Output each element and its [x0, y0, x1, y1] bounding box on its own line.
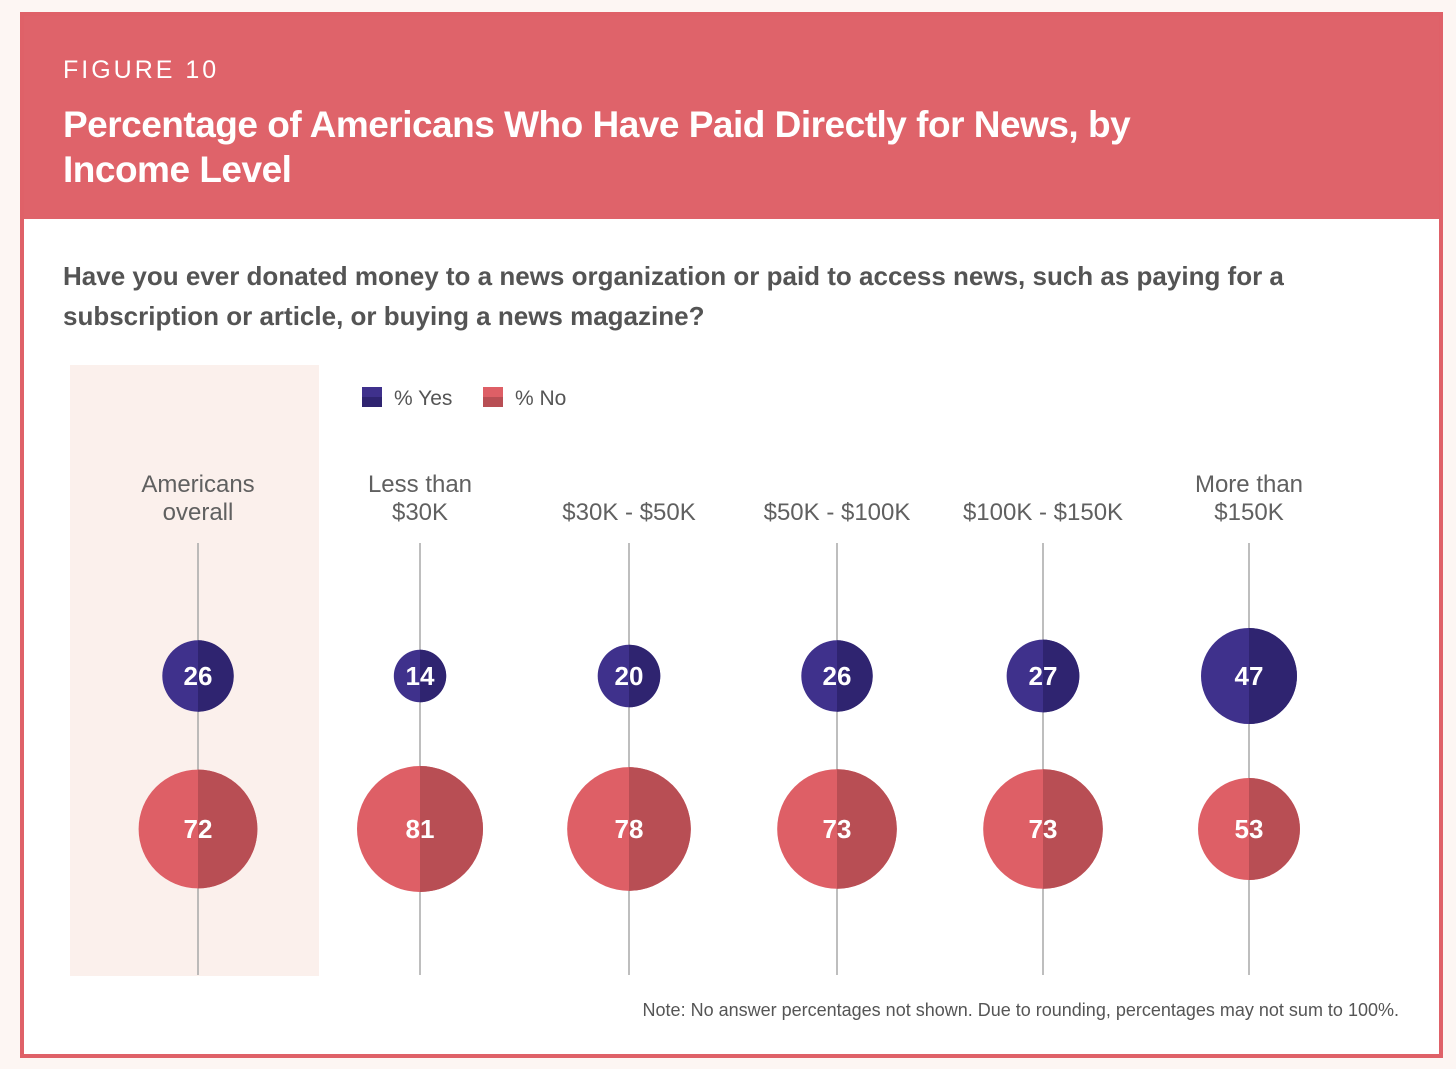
no-bubble-shade — [629, 767, 691, 891]
no-bubble-shade — [198, 769, 258, 889]
no-bubble-shade — [1249, 778, 1300, 880]
category-label: $50K - $100K — [764, 499, 911, 526]
yes-value-label: 26 — [823, 661, 852, 691]
category-label: $30K - $50K — [562, 499, 695, 526]
yes-bubble: 27 — [1006, 639, 1080, 713]
no-bubble: 72 — [138, 769, 258, 889]
no-bubble: 53 — [1198, 778, 1300, 880]
yes-bubble: 47 — [1201, 628, 1297, 724]
no-value-label: 73 — [1029, 814, 1058, 844]
category-label: Americans overall — [141, 471, 254, 526]
yes-bubble-shade — [1249, 628, 1297, 724]
legend: % Yes % No — [362, 387, 566, 410]
yes-bubble: 26 — [162, 640, 234, 712]
chart-note: Note: No answer percentages not shown. D… — [642, 1000, 1399, 1020]
yes-value-label: 20 — [615, 661, 644, 691]
yes-bubble-shade — [420, 649, 447, 703]
category-label: $100K - $150K — [963, 499, 1123, 526]
no-value-label: 78 — [615, 814, 644, 844]
yes-bubble-shade — [198, 640, 234, 712]
yes-value-label: 26 — [184, 661, 213, 691]
no-bubble-shade — [1043, 769, 1103, 889]
yes-bubble: 20 — [597, 644, 661, 708]
yes-bubble-shade — [1043, 639, 1080, 713]
category-label: Less than $30K — [368, 471, 472, 526]
legend-swatch-shade — [483, 397, 503, 407]
no-value-label: 53 — [1235, 814, 1264, 844]
no-value-label: 81 — [406, 814, 435, 844]
yes-bubble: 26 — [801, 640, 873, 712]
yes-value-label: 27 — [1029, 661, 1058, 691]
no-bubble: 78 — [567, 767, 691, 891]
figure-header: FIGURE 10 Percentage of Americans Who Ha… — [24, 16, 1439, 219]
legend-label-no: % No — [515, 387, 566, 410]
legend-label-yes: % Yes — [394, 387, 452, 410]
survey-question: Have you ever donated money to a news or… — [63, 261, 1284, 331]
no-bubble: 73 — [983, 769, 1103, 889]
category-label: More than $150K — [1195, 471, 1303, 526]
yes-value-label: 14 — [406, 661, 435, 691]
figure-title: Percentage of Americans Who Have Paid Di… — [63, 104, 1131, 190]
yes-bubble-shade — [837, 640, 873, 712]
no-value-label: 73 — [823, 814, 852, 844]
yes-bubble-shade — [629, 644, 661, 708]
no-value-label: 72 — [184, 814, 213, 844]
no-bubble: 81 — [357, 766, 483, 892]
figure-label: FIGURE 10 — [63, 56, 220, 84]
no-bubble-shade — [837, 769, 897, 889]
legend-swatch-shade — [362, 397, 382, 407]
yes-value-label: 47 — [1235, 661, 1264, 691]
yes-bubble: 14 — [393, 649, 447, 703]
no-bubble-shade — [420, 766, 483, 892]
no-bubble: 73 — [777, 769, 897, 889]
